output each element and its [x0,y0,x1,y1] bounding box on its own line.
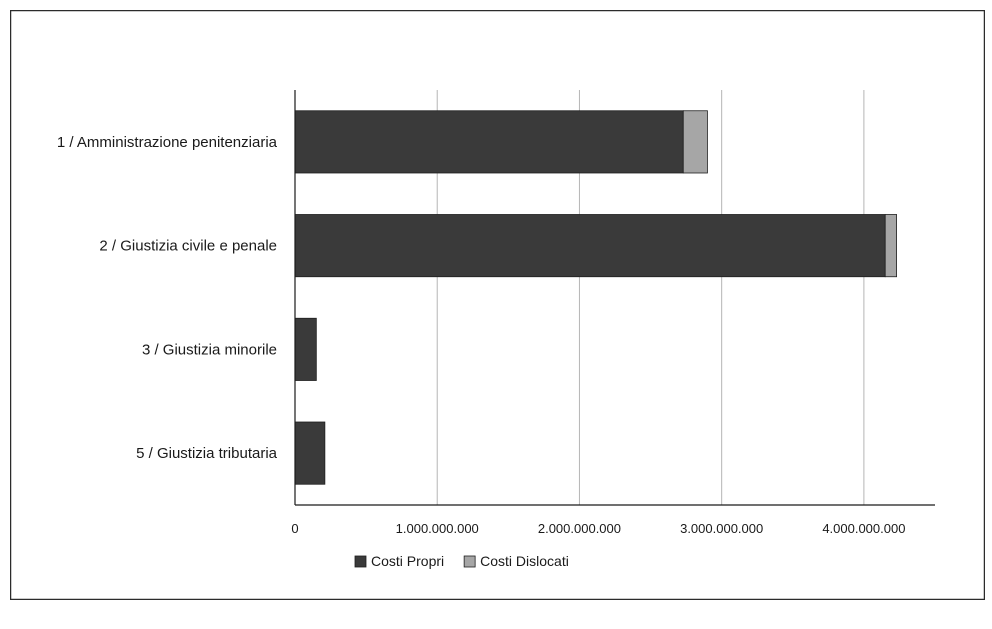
x-tick-label: 4.000.000.000 [822,521,905,536]
legend-swatch-costi-propri [354,555,367,568]
bar-costi-dislocati [884,214,898,278]
category-labels: 1 / Amministrazione penitenziaria 2 / Giu… [57,134,278,462]
bar-chart: 1 / Amministrazione penitenziaria 2 / Giu… [9,9,986,601]
bar-costi-propri [294,110,684,174]
category-label: 3 / Giustizia minorile [142,341,277,358]
x-tick-label: 3.000.000.000 [680,521,763,536]
legend-label-costi-propri: Costi Propri [371,553,444,569]
category-label: 5 / Giustizia tributaria [136,445,278,462]
x-tick-label: 1.000.000.000 [396,521,479,536]
bars [294,110,898,485]
x-tick-label: 2.000.000.000 [538,521,621,536]
chart-frame: 1 / Amministrazione penitenziaria 2 / Giu… [9,9,986,601]
bar-costi-dislocati [682,110,708,174]
axes [294,90,935,506]
category-label: 1 / Amministrazione penitenziaria [57,134,278,151]
bar-costi-propri [294,214,886,278]
bar-costi-propri [294,421,326,485]
chart-border [9,9,986,601]
legend-swatch-costi-dislocati [463,555,476,568]
category-label: 2 / Giustizia civile e penale [99,238,277,255]
x-tick-label: 0 [291,521,298,536]
legend: Costi Propri Costi Dislocati [354,553,569,569]
bar-costi-propri [294,317,317,381]
x-tick-labels: 0 1.000.000.000 2.000.000.000 3.000.000.000… [291,521,905,536]
legend-label-costi-dislocati: Costi Dislocati [480,553,569,569]
